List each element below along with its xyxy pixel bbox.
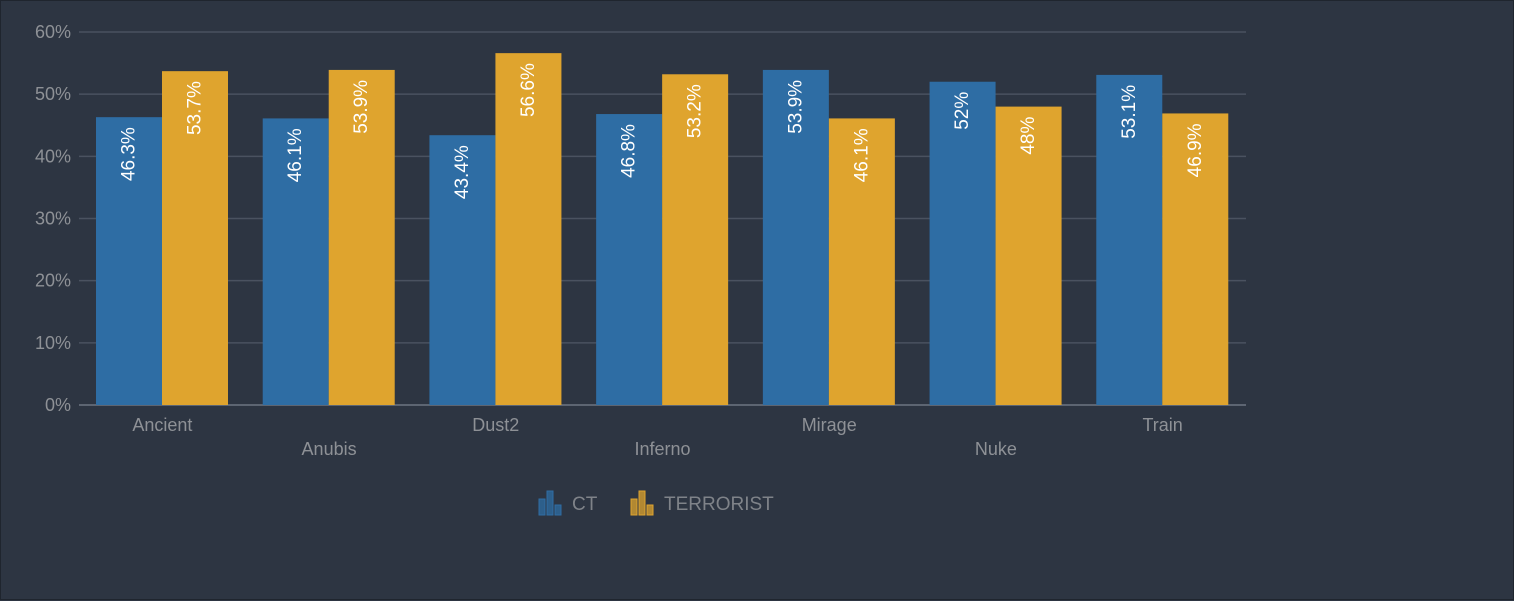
x-tick-label: Nuke <box>975 439 1017 459</box>
data-label-ct-inferno: 46.8% <box>619 124 640 178</box>
x-tick-label: Inferno <box>634 439 690 459</box>
data-label-terrorist-mirage: 46.1% <box>851 128 872 182</box>
bar-chart-icon <box>630 490 654 516</box>
y-tick-label: 20% <box>35 271 71 291</box>
legend-icon-bar <box>646 504 654 516</box>
legend-icon-bar <box>554 504 562 516</box>
y-tick-label: 40% <box>35 146 71 166</box>
legend-label: CT <box>572 494 598 515</box>
bar-terrorist-nuke[interactable] <box>995 106 1062 405</box>
bar-ct-mirage[interactable] <box>762 69 829 406</box>
data-label-ct-train: 53.1% <box>1119 85 1140 139</box>
legend[interactable]: CT TERRORIST <box>538 490 774 516</box>
bar-ct-anubis[interactable] <box>262 118 329 405</box>
legend-item-ct[interactable]: CT <box>538 490 598 516</box>
bar-terrorist-dust2[interactable] <box>495 53 562 406</box>
bar-terrorist-ancient[interactable] <box>162 71 228 405</box>
x-axis-tick-labels: Ancient Anubis Dust2 Inferno Mirage Nuke Train <box>132 415 1182 459</box>
data-label-ct-anubis: 46.1% <box>285 128 306 182</box>
data-label-ct-ancient: 46.3% <box>119 127 140 181</box>
data-label-terrorist-ancient: 53.7% <box>185 81 206 135</box>
legend-item-terrorist[interactable]: TERRORIST <box>630 490 774 516</box>
y-tick-label: 50% <box>35 84 71 104</box>
data-label-terrorist-anubis: 53.9% <box>351 80 372 134</box>
x-tick-label: Mirage <box>802 415 857 435</box>
legend-icon-bar <box>630 498 638 516</box>
x-tick-label: Dust2 <box>472 415 519 435</box>
bar-ct-dust2[interactable] <box>429 135 496 406</box>
data-labels: 46.3% 53.7% 46.1% 53.9% 43.4% 56.6% 46.8% 53.2%… <box>119 63 1206 199</box>
y-tick-label: 30% <box>35 209 71 229</box>
legend-icon-bar <box>546 490 554 516</box>
x-tick-label: Anubis <box>302 439 357 459</box>
data-label-ct-dust2: 43.4% <box>452 145 473 199</box>
bar-terrorist-train[interactable] <box>1162 113 1229 406</box>
y-tick-label: 10% <box>35 333 71 353</box>
bar-ct-inferno[interactable] <box>596 114 663 405</box>
bar-terrorist-anubis[interactable] <box>328 69 395 406</box>
legend-icon-bar <box>638 490 646 516</box>
data-label-terrorist-nuke: 48% <box>1018 116 1039 154</box>
x-tick-label: Train <box>1142 415 1182 435</box>
bar-ct-ancient[interactable] <box>96 117 162 405</box>
data-label-terrorist-dust2: 56.6% <box>518 63 539 117</box>
bar-terrorist-mirage[interactable] <box>828 118 895 405</box>
y-tick-label: 0% <box>45 395 71 415</box>
bar-ct-train[interactable] <box>1096 74 1163 406</box>
bar-terrorist-inferno[interactable] <box>662 74 729 406</box>
data-label-terrorist-inferno: 53.2% <box>685 84 706 138</box>
x-tick-label: Ancient <box>132 415 192 435</box>
data-label-ct-mirage: 53.9% <box>785 80 806 134</box>
bars <box>96 53 1229 406</box>
y-tick-label: 60% <box>35 22 71 42</box>
legend-icon-bar <box>538 498 546 516</box>
bar-ct-nuke[interactable] <box>929 81 996 405</box>
data-label-terrorist-train: 46.9% <box>1185 123 1206 177</box>
y-axis-tick-labels: 0% 10% 20% 30% 40% 50% 60% <box>35 22 71 415</box>
bar-chart-icon <box>538 490 562 516</box>
data-label-ct-nuke: 52% <box>952 92 973 130</box>
legend-label: TERRORIST <box>664 494 774 515</box>
